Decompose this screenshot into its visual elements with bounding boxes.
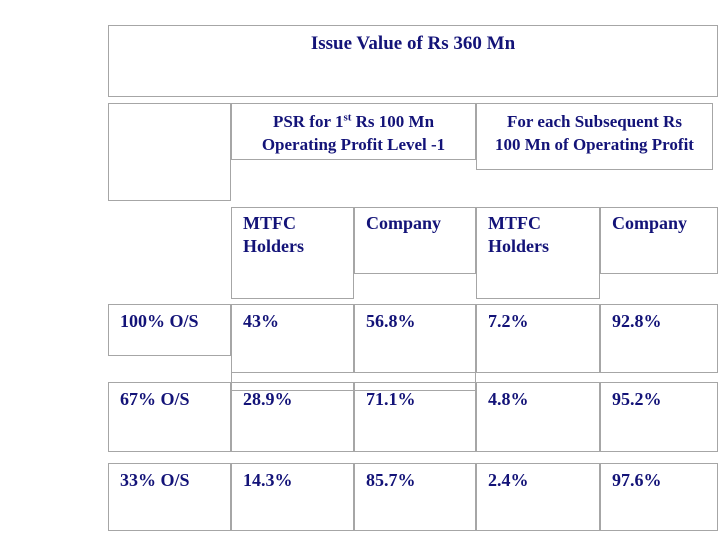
cell-33-mtfc1: 14.3% bbox=[231, 463, 354, 531]
group-header-subsequent-line1: For each Subsequent Rs bbox=[507, 112, 682, 131]
cell-100-company1: 56.8% bbox=[354, 304, 476, 373]
cell-33-company1: 85.7% bbox=[354, 463, 476, 531]
group-header-subsequent: For each Subsequent Rs 100 Mn of Operati… bbox=[476, 103, 713, 170]
col-header-company-1: Company bbox=[354, 207, 476, 274]
row1-overhang-border bbox=[231, 373, 476, 391]
slide-title: Issue Value of Rs 360 Mn bbox=[310, 33, 516, 54]
cell-100-company2: 92.8% bbox=[600, 304, 718, 373]
cell-33-company2: 97.6% bbox=[600, 463, 718, 531]
cell-67-company1: 71.1% bbox=[354, 382, 476, 452]
col-header-mtfc-holders-2: MTFC Holders bbox=[476, 207, 600, 299]
cell-67-mtfc2: 4.8% bbox=[476, 382, 600, 452]
row-header-100-os: 100% O/S bbox=[108, 304, 231, 356]
corner-empty-cell bbox=[108, 103, 231, 201]
cell-100-mtfc2: 7.2% bbox=[476, 304, 600, 373]
group-header-psr: PSR for 1st Rs 100 Mn Operating Profit L… bbox=[231, 103, 476, 160]
title-box: Issue Value of Rs 360 Mn bbox=[108, 25, 718, 97]
superscript-st: st bbox=[343, 111, 352, 124]
cell-100-mtfc1: 43% bbox=[231, 304, 354, 373]
row-header-67-os: 67% O/S bbox=[108, 382, 231, 452]
cell-33-mtfc2: 2.4% bbox=[476, 463, 600, 531]
cell-67-company2: 95.2% bbox=[600, 382, 718, 452]
cell-67-mtfc1: 28.9% bbox=[231, 382, 354, 452]
col-header-company-2: Company bbox=[600, 207, 718, 274]
col-header-mtfc-holders-1: MTFC Holders bbox=[231, 207, 354, 299]
group-header-psr-line2: Operating Profit Level -1 bbox=[261, 135, 446, 154]
row-header-33-os: 33% O/S bbox=[108, 463, 231, 531]
group-header-subsequent-line2: 100 Mn of Operating Profit bbox=[495, 135, 694, 154]
group-header-psr-line1: PSR for 1st Rs 100 Mn bbox=[272, 111, 435, 131]
